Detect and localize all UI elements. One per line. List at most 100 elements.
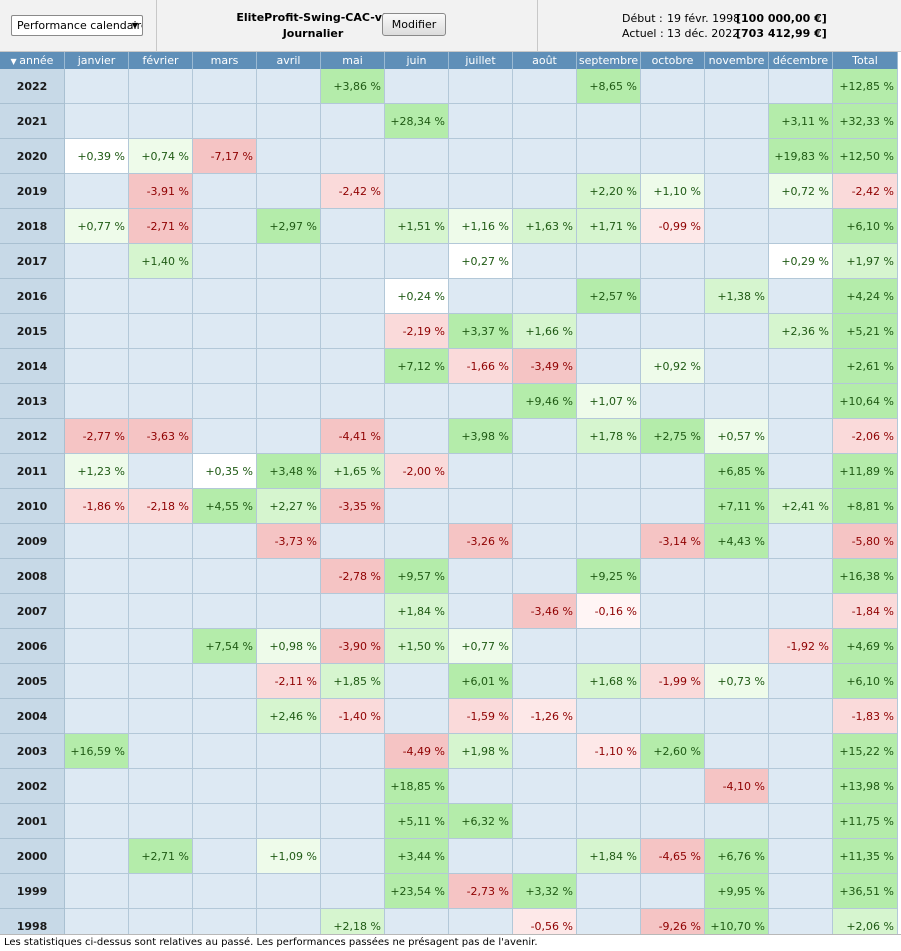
year-cell: 2008: [0, 559, 65, 594]
month-cell: -2,73 %: [449, 874, 513, 909]
month-cell: [449, 559, 513, 594]
month-cell: -2,42 %: [321, 174, 385, 209]
column-header-month[interactable]: juin: [385, 52, 449, 69]
month-cell: +1,85 %: [321, 664, 385, 699]
column-header-month[interactable]: octobre: [641, 52, 705, 69]
view-select-label: Performance calendaire: [17, 19, 143, 32]
month-cell: [129, 559, 193, 594]
total-cell: -5,80 %: [833, 524, 898, 559]
month-cell: [577, 524, 641, 559]
column-header-month[interactable]: avril: [257, 52, 321, 69]
month-cell: [385, 139, 449, 174]
month-cell: -1,26 %: [513, 699, 577, 734]
column-header-total[interactable]: Total: [833, 52, 898, 69]
month-cell: [193, 804, 257, 839]
month-cell: [321, 804, 385, 839]
month-cell: [513, 174, 577, 209]
month-cell: [65, 664, 129, 699]
month-cell: [193, 699, 257, 734]
month-cell: -2,11 %: [257, 664, 321, 699]
column-header-month[interactable]: février: [129, 52, 193, 69]
month-cell: [577, 629, 641, 664]
month-cell: [641, 629, 705, 664]
month-cell: +3,32 %: [513, 874, 577, 909]
toolbar-left-pane: Performance calendaire ▼: [0, 0, 157, 51]
month-cell: [129, 874, 193, 909]
month-cell: [513, 139, 577, 174]
month-cell: [769, 349, 833, 384]
month-cell: [577, 699, 641, 734]
column-header-month[interactable]: mars: [193, 52, 257, 69]
month-cell: [641, 489, 705, 524]
column-header-month[interactable]: mai: [321, 52, 385, 69]
month-cell: [513, 629, 577, 664]
month-cell: -3,35 %: [321, 489, 385, 524]
month-cell: [257, 594, 321, 629]
month-cell: [769, 524, 833, 559]
month-cell: +1,38 %: [705, 279, 769, 314]
total-cell: +16,38 %: [833, 559, 898, 594]
current-info: Actuel :13 déc. 2022[703 412,99 €]: [622, 27, 827, 40]
modify-button[interactable]: Modifier: [382, 13, 446, 36]
month-cell: +9,57 %: [385, 559, 449, 594]
month-cell: [257, 874, 321, 909]
month-cell: [129, 594, 193, 629]
month-cell: +0,39 %: [65, 139, 129, 174]
month-cell: +2,57 %: [577, 279, 641, 314]
month-cell: [577, 804, 641, 839]
total-cell: +4,24 %: [833, 279, 898, 314]
view-select[interactable]: Performance calendaire ▼: [11, 15, 143, 36]
month-cell: [641, 279, 705, 314]
month-cell: -7,17 %: [193, 139, 257, 174]
month-cell: [193, 384, 257, 419]
column-header-month[interactable]: septembre: [577, 52, 641, 69]
month-cell: [257, 244, 321, 279]
month-cell: [769, 664, 833, 699]
month-cell: +8,65 %: [577, 69, 641, 104]
year-cell: 2020: [0, 139, 65, 174]
month-cell: +28,34 %: [385, 104, 449, 139]
month-cell: +2,36 %: [769, 314, 833, 349]
column-header-month[interactable]: juillet: [449, 52, 513, 69]
month-cell: +1,51 %: [385, 209, 449, 244]
month-cell: +0,57 %: [705, 419, 769, 454]
column-header-month[interactable]: août: [513, 52, 577, 69]
total-cell: +11,35 %: [833, 839, 898, 874]
month-cell: [769, 69, 833, 104]
column-header-month[interactable]: novembre: [705, 52, 769, 69]
column-header-year[interactable]: ▼ année: [0, 52, 65, 69]
month-cell: [65, 769, 129, 804]
year-cell: 2017: [0, 244, 65, 279]
month-cell: [65, 174, 129, 209]
month-cell: [769, 734, 833, 769]
month-cell: +7,54 %: [193, 629, 257, 664]
column-header-month[interactable]: décembre: [769, 52, 833, 69]
month-cell: +18,85 %: [385, 769, 449, 804]
year-cell: 2006: [0, 629, 65, 664]
month-cell: [321, 279, 385, 314]
column-header-month[interactable]: janvier: [65, 52, 129, 69]
month-cell: +5,11 %: [385, 804, 449, 839]
year-cell: 2001: [0, 804, 65, 839]
year-cell: 2018: [0, 209, 65, 244]
month-cell: -3,73 %: [257, 524, 321, 559]
month-cell: +0,29 %: [769, 244, 833, 279]
month-cell: [705, 699, 769, 734]
month-cell: [641, 769, 705, 804]
month-cell: [193, 664, 257, 699]
month-cell: +2,60 %: [641, 734, 705, 769]
month-cell: [193, 839, 257, 874]
month-cell: [193, 734, 257, 769]
month-cell: [577, 139, 641, 174]
total-cell: +12,85 %: [833, 69, 898, 104]
month-cell: +1,07 %: [577, 384, 641, 419]
total-cell: +11,89 %: [833, 454, 898, 489]
year-cell: 2021: [0, 104, 65, 139]
total-cell: +11,75 %: [833, 804, 898, 839]
month-cell: [193, 314, 257, 349]
month-cell: [577, 874, 641, 909]
month-cell: [385, 524, 449, 559]
month-cell: +6,85 %: [705, 454, 769, 489]
month-cell: +16,59 %: [65, 734, 129, 769]
month-cell: [65, 384, 129, 419]
